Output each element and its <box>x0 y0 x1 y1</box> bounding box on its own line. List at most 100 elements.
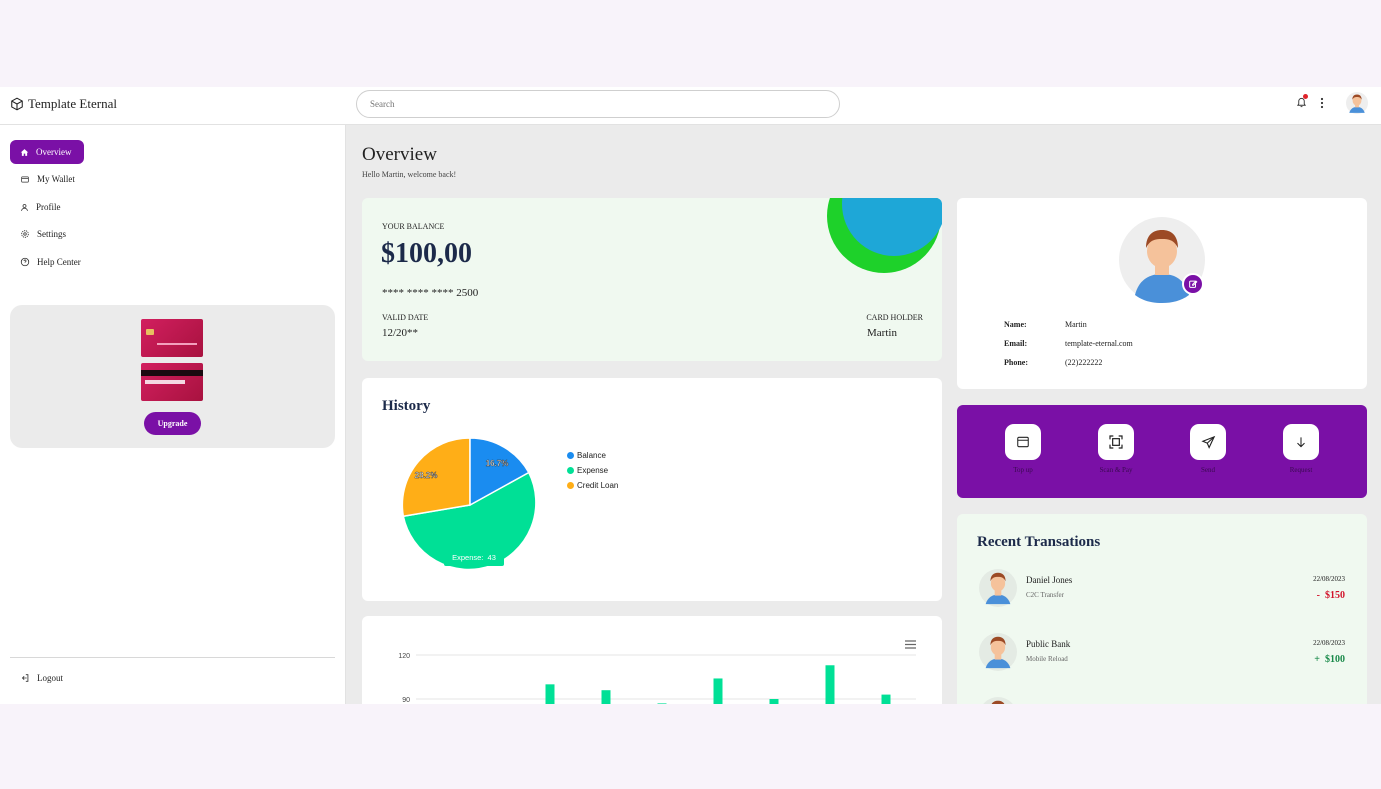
sidebar: Overview My Wallet Profile Settings Help… <box>0 125 346 704</box>
phone-value: (22)222222 <box>1065 358 1103 367</box>
recent-transactions-title: Recent Transations <box>977 534 1101 550</box>
search-input[interactable] <box>356 90 840 118</box>
sidebar-item-label: Help Center <box>37 257 81 267</box>
user-avatar[interactable] <box>1346 92 1368 114</box>
bar-chart: 120 90 <box>398 653 916 704</box>
transaction-row[interactable] <box>979 697 1349 704</box>
chart-menu-icon[interactable] <box>905 640 916 649</box>
logout-label: Logout <box>37 673 63 683</box>
edit-avatar-button[interactable] <box>1182 273 1204 295</box>
history-pie-chart[interactable]: 16.7% 28.2% Expense: 43 <box>400 435 540 575</box>
sidebar-item-profile[interactable]: Profile <box>10 195 71 219</box>
balance-label: YOUR BALANCE <box>382 222 445 231</box>
valid-date-value: 12/20** <box>382 327 419 339</box>
pie-tooltip: Expense: 43 <box>452 553 496 562</box>
profile-email-row: Email: template-eternal.com <box>1004 339 1133 348</box>
name-label: Name: <box>1004 320 1027 329</box>
bar <box>601 690 611 704</box>
kebab-menu-icon[interactable] <box>1320 97 1324 109</box>
edit-icon <box>1189 280 1198 288</box>
sidebar-item-label: Overview <box>36 147 72 157</box>
transaction-amount: - $150 <box>1316 590 1345 601</box>
request-button[interactable]: Request <box>1283 424 1319 474</box>
sidebar-item-settings[interactable]: Settings <box>10 222 76 246</box>
legend-item-balance[interactable]: Balance <box>567 451 606 460</box>
pie-slice-balance <box>469 437 530 507</box>
action-label: Request <box>1289 466 1313 474</box>
bar <box>881 694 891 704</box>
transaction-row[interactable]: Daniel Jones C2C Transfer 22/08/2023 - $… <box>979 569 1349 617</box>
brand[interactable]: Template Eternal <box>10 96 117 112</box>
action-label: Send <box>1201 466 1215 474</box>
scan-icon <box>1109 435 1123 449</box>
brand-name: Template Eternal <box>28 96 117 111</box>
legend-label: Expense <box>577 466 609 475</box>
transaction-desc: Mobile Reload <box>1026 655 1068 663</box>
notification-dot <box>1303 94 1308 99</box>
profile-phone-row: Phone: (22)222222 <box>1004 358 1102 367</box>
sidebar-item-label: Settings <box>37 229 67 239</box>
y-tick-label: 90 <box>402 697 410 704</box>
transaction-date: 22/08/2023 <box>1313 639 1345 647</box>
pie-label-balance: 16.7% <box>486 459 509 468</box>
logout-button[interactable]: Logout <box>10 666 73 690</box>
upgrade-promo: Upgrade <box>10 305 335 448</box>
bell-icon[interactable] <box>1296 96 1307 109</box>
phone-label: Phone: <box>1004 358 1028 367</box>
bar <box>713 678 723 704</box>
transaction-name: Daniel Jones <box>1026 575 1073 585</box>
sidebar-item-my-wallet[interactable]: My Wallet <box>10 167 85 191</box>
scan-pay-button[interactable]: Scan & Pay <box>1098 424 1134 474</box>
home-icon <box>20 148 29 156</box>
legend-item-expense[interactable]: Expense <box>567 466 608 475</box>
bar <box>825 665 835 704</box>
page-subtitle: Hello Martin, welcome back! <box>362 170 457 179</box>
transaction-avatar <box>983 697 1013 704</box>
bar <box>769 699 779 704</box>
balance-card: YOUR BALANCE $100,00 **** **** **** 2500… <box>362 198 942 361</box>
valid-date-label: VALID DATE <box>382 313 429 322</box>
sidebar-divider <box>10 657 335 658</box>
cube-logo-icon <box>11 97 23 111</box>
recent-transactions-panel: Recent Transations Daniel Jones C2C Tran… <box>957 514 1367 704</box>
arrow-down-icon <box>1297 437 1305 448</box>
page-title: Overview <box>362 144 437 165</box>
sidebar-item-overview[interactable]: Overview <box>10 140 84 164</box>
top-up-button[interactable]: Top up <box>1005 424 1041 474</box>
transaction-name: Public Bank <box>1026 639 1071 649</box>
credit-card-back-image <box>141 363 203 401</box>
card-holder-label: CARD HOLDER <box>866 313 923 322</box>
wallet-icon <box>21 176 29 182</box>
sidebar-item-help-center[interactable]: Help Center <box>10 250 91 274</box>
legend-label: Credit Loan <box>577 481 619 490</box>
app-window: Template Eternal Overview My Wallet Prof… <box>0 87 1381 704</box>
upgrade-button[interactable]: Upgrade <box>144 412 201 435</box>
sidebar-item-label: My Wallet <box>37 174 75 184</box>
balance-amount: $100,00 <box>381 238 472 269</box>
pie-label-credit-loan: 28.2% <box>415 471 438 480</box>
pie-slice-credit-loan <box>401 437 471 518</box>
transaction-row[interactable]: Public Bank Mobile Reload 22/08/2023 + $… <box>979 633 1349 681</box>
user-icon <box>21 203 28 211</box>
sidebar-item-label: Profile <box>36 202 61 212</box>
profile-name-row: Name: Martin <box>1004 320 1087 329</box>
action-label: Scan & Pay <box>1099 466 1133 474</box>
transaction-avatar <box>979 633 1017 671</box>
card-number: **** **** **** 2500 <box>382 287 479 299</box>
legend-item-credit-loan[interactable]: Credit Loan <box>567 481 618 490</box>
history-panel: History 16.7% 28.2% Expense: 43 Balance … <box>362 378 942 601</box>
wallet-icon <box>1017 436 1029 448</box>
transaction-avatar <box>979 569 1017 607</box>
help-icon <box>20 257 30 267</box>
bar <box>545 684 555 704</box>
email-value: template-eternal.com <box>1065 339 1133 348</box>
transaction-desc: C2C Transfer <box>1026 591 1064 599</box>
card-holder-value: Martin <box>867 327 897 339</box>
action-label: Top up <box>1013 466 1033 474</box>
send-button[interactable]: Send <box>1190 424 1226 474</box>
history-title: History <box>382 398 431 414</box>
gear-icon <box>21 230 29 238</box>
name-value: Martin <box>1065 320 1087 329</box>
transaction-amount: + $100 <box>1314 654 1345 665</box>
transaction-date: 22/08/2023 <box>1313 575 1345 583</box>
